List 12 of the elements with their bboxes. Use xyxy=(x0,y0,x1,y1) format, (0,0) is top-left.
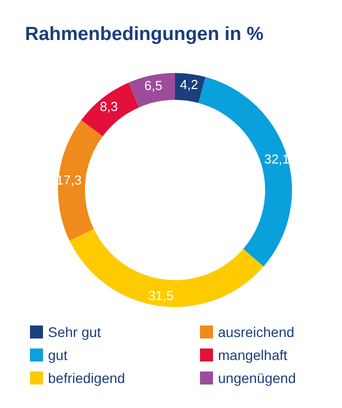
data-label: 17,3 xyxy=(56,172,82,188)
legend-label: Sehr gut xyxy=(48,324,102,340)
legend-label: ausreichend xyxy=(218,324,294,340)
legend-label: mangelhaft xyxy=(218,347,288,363)
legend-label: gut xyxy=(48,347,68,363)
data-label: 31,5 xyxy=(148,288,174,304)
data-label: 6,5 xyxy=(144,78,162,94)
legend-label: befriedigend xyxy=(48,370,126,386)
data-label: 4,2 xyxy=(180,76,198,92)
legend-label: ungenügend xyxy=(218,370,296,386)
data-label: 8,3 xyxy=(100,98,118,114)
chart-title: Rahmenbedingungen in % xyxy=(25,24,264,45)
